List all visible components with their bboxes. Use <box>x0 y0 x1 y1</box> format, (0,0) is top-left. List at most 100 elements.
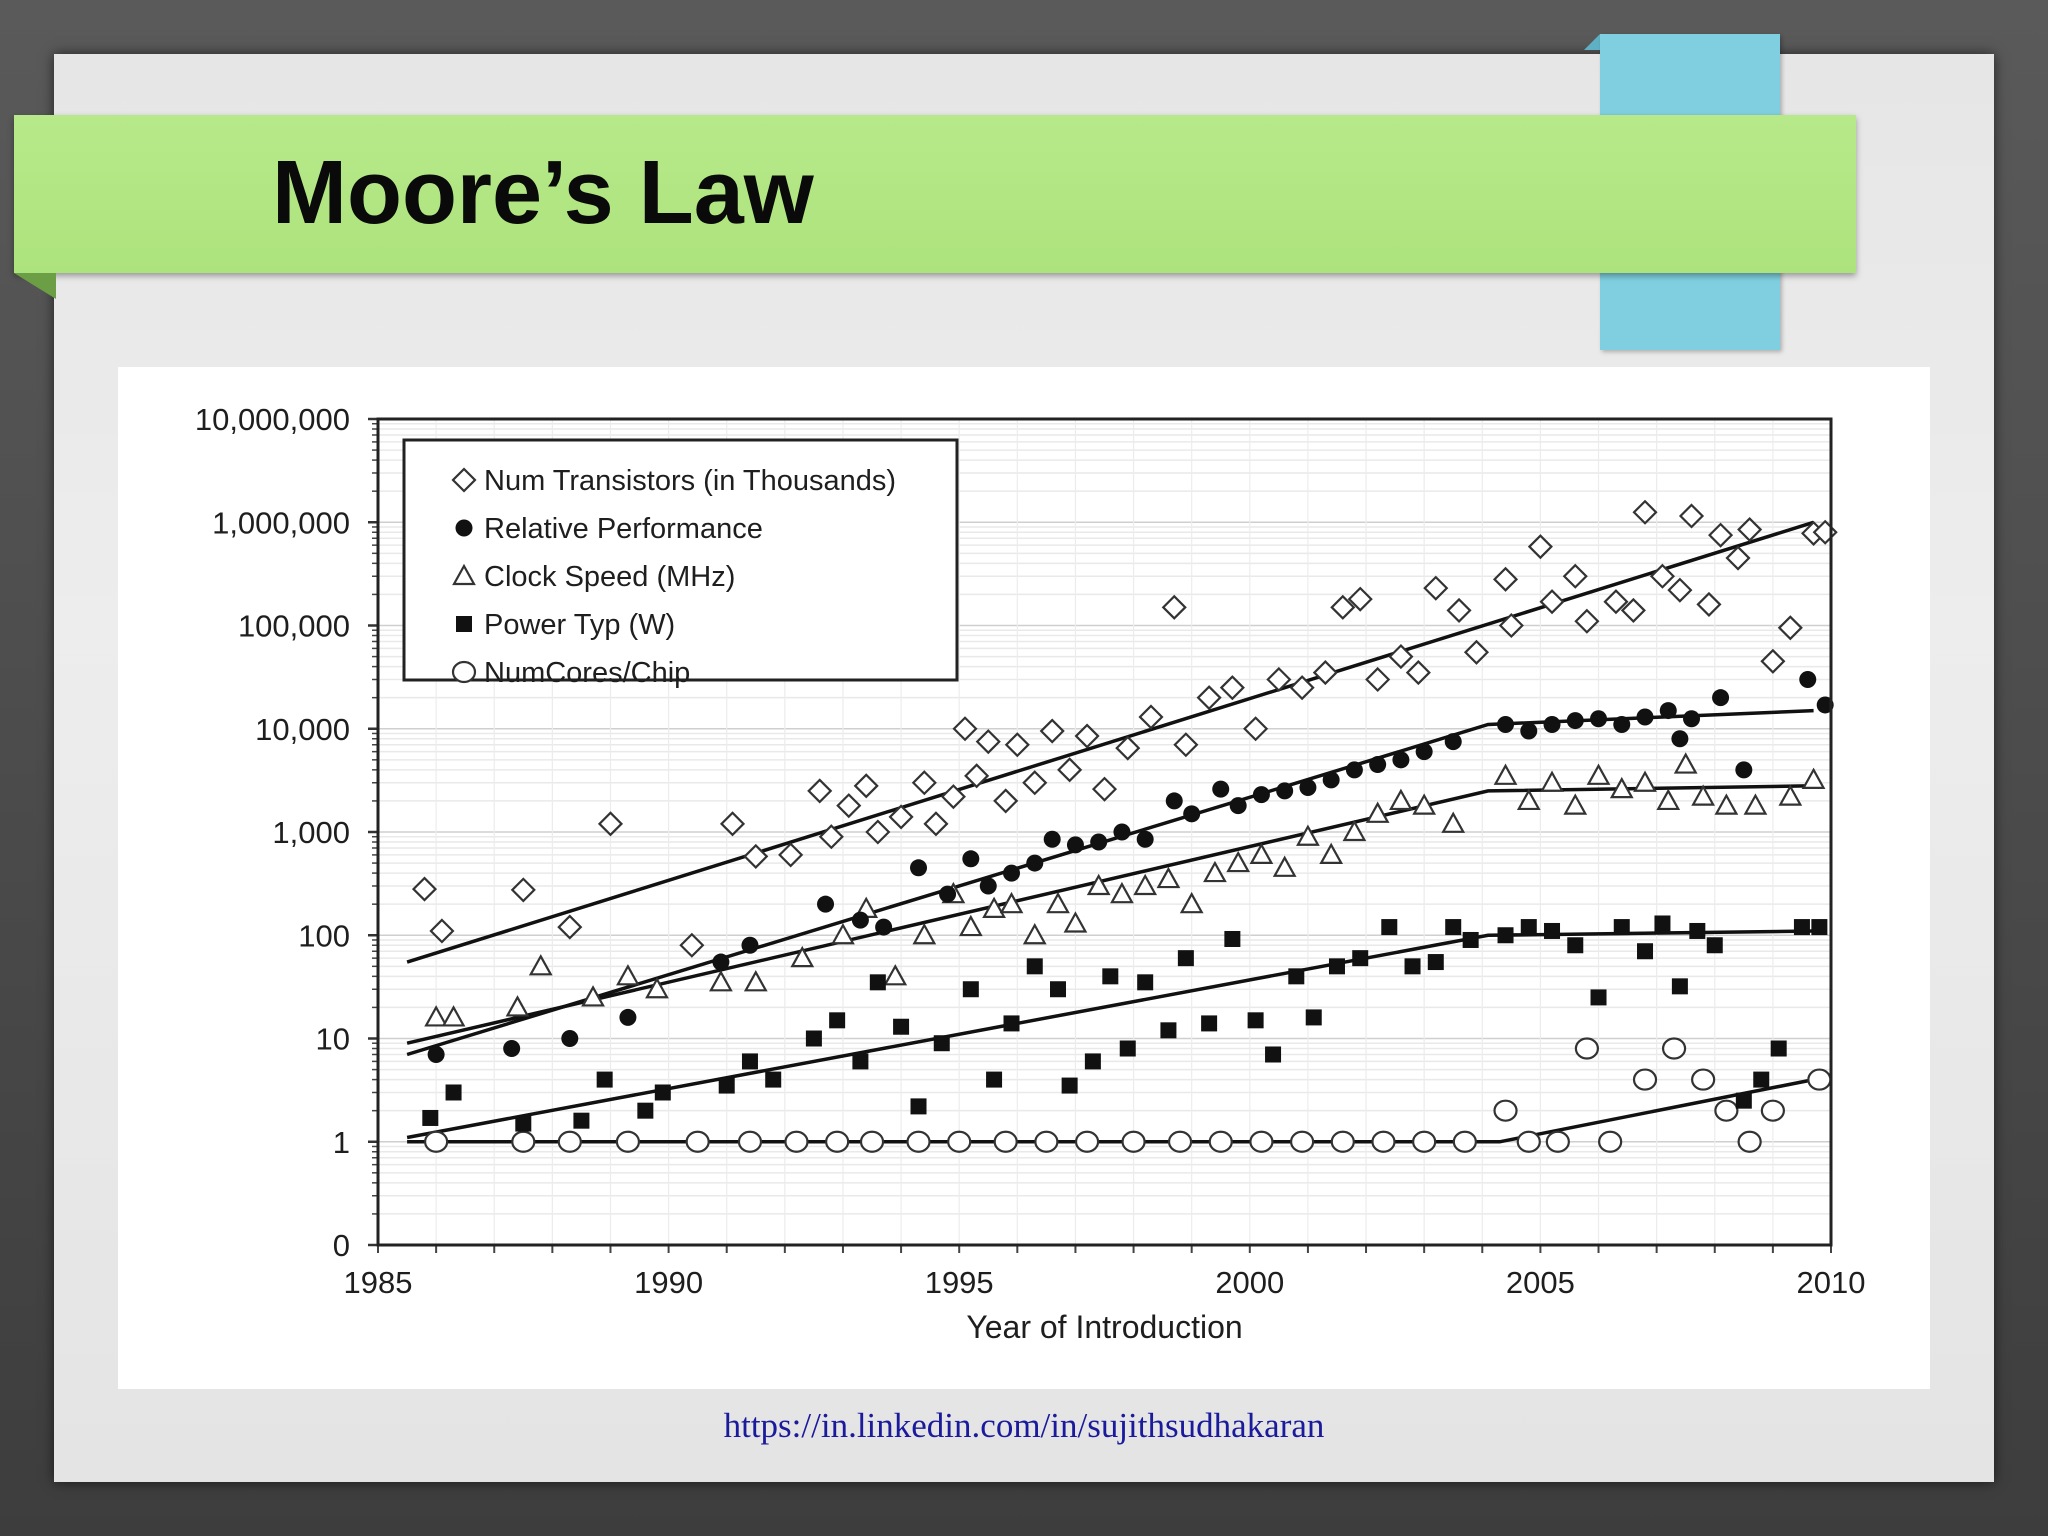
data-point <box>790 945 815 968</box>
data-point <box>1196 685 1222 711</box>
x-tick-label: 1985 <box>344 1265 413 1300</box>
data-point <box>1063 911 1088 933</box>
data-point <box>836 793 862 819</box>
data-point <box>1121 1130 1146 1153</box>
data-point <box>975 729 1001 755</box>
data-point <box>1540 770 1564 792</box>
data-point <box>1039 718 1065 744</box>
data-point <box>411 876 438 902</box>
data-point <box>999 891 1024 914</box>
footer-link[interactable]: https://in.linkedin.com/in/sujithsudhaka… <box>723 1406 1325 1445</box>
data-point <box>1226 850 1251 873</box>
data-point <box>1613 919 1630 936</box>
data-point <box>1330 594 1356 620</box>
data-point <box>893 1018 910 1035</box>
data-point <box>865 819 891 845</box>
data-point <box>1074 1130 1100 1153</box>
legend-marker <box>456 616 472 632</box>
data-point <box>424 1130 449 1153</box>
data-point <box>1737 1130 1762 1153</box>
data-point <box>1799 670 1817 688</box>
data-point <box>1673 752 1698 774</box>
data-point <box>1208 1130 1233 1153</box>
data-point <box>1136 830 1154 848</box>
data-point <box>962 981 979 998</box>
data-point <box>1760 1099 1785 1122</box>
data-point <box>875 918 893 936</box>
data-point <box>910 859 928 877</box>
data-point <box>1423 575 1449 601</box>
x-tick-label: 2010 <box>1797 1265 1866 1300</box>
legend-label: NumCores/Chip <box>484 657 690 689</box>
trend-line <box>406 708 1814 1057</box>
data-point <box>1778 784 1803 806</box>
data-point <box>1004 732 1030 758</box>
data-point <box>1115 735 1141 761</box>
data-point <box>709 970 733 992</box>
data-point <box>1807 1068 1832 1091</box>
y-tick-label: 0 <box>333 1228 350 1263</box>
moores-law-chart: 0 1 10 100 1,000 10,000 100,000 1,000,000 10,000… <box>195 402 1866 1345</box>
data-point <box>1793 919 1810 936</box>
x-axis-title: Year of Introduction <box>966 1309 1242 1345</box>
data-point <box>1520 919 1537 936</box>
data-point <box>910 1098 927 1115</box>
data-point <box>1725 545 1751 571</box>
data-point <box>596 1071 613 1088</box>
data-point <box>1427 954 1444 971</box>
x-tick-label: 2000 <box>1215 1265 1284 1300</box>
data-point <box>1412 1130 1437 1153</box>
x-tick-label: 1995 <box>925 1265 994 1300</box>
data-point <box>1777 615 1803 641</box>
legend-marker <box>451 660 477 684</box>
x-tick-label: 1990 <box>634 1265 703 1300</box>
data-point <box>964 763 990 789</box>
trend-line <box>406 520 1815 964</box>
data-point <box>982 896 1006 918</box>
data-point <box>1371 1130 1396 1153</box>
data-point <box>1566 712 1584 730</box>
data-point <box>831 922 855 945</box>
data-point <box>737 1130 763 1153</box>
data-point <box>1452 1130 1477 1153</box>
data-point <box>1345 761 1363 779</box>
data-point <box>1243 716 1269 742</box>
data-point <box>1620 597 1646 623</box>
data-point <box>557 1130 582 1153</box>
data-point <box>958 914 983 937</box>
data-point <box>1084 1053 1101 1070</box>
data-point <box>1352 950 1369 967</box>
data-point <box>1661 1037 1687 1060</box>
data-point <box>511 1130 536 1153</box>
data-point <box>685 1130 710 1153</box>
data-point <box>1737 516 1763 543</box>
data-point <box>1415 743 1433 761</box>
data-point <box>515 1115 532 1132</box>
data-point <box>1003 864 1021 882</box>
data-point <box>441 1005 466 1027</box>
y-tick-label: 10 <box>316 1022 350 1057</box>
data-point <box>852 1053 869 1070</box>
y-tick-label: 1,000,000 <box>212 505 350 540</box>
data-point <box>1201 1015 1218 1032</box>
data-point <box>645 976 669 999</box>
data-point <box>597 811 624 837</box>
data-point <box>1137 974 1154 991</box>
data-point <box>1811 919 1828 936</box>
data-point <box>581 985 605 1007</box>
data-point <box>445 1084 462 1101</box>
data-point <box>1091 776 1118 802</box>
data-point <box>1562 563 1588 589</box>
y-tick-label: 100 <box>298 918 350 953</box>
data-point <box>1543 715 1561 733</box>
data-point <box>1299 778 1317 796</box>
data-point <box>1319 842 1344 865</box>
data-point <box>1656 788 1681 811</box>
data-point <box>719 811 746 837</box>
data-point <box>829 1012 846 1029</box>
data-point <box>1689 922 1706 939</box>
plot-frame <box>376 417 1833 1247</box>
data-point <box>557 914 583 940</box>
data-point <box>1590 710 1608 728</box>
data-point <box>1636 708 1654 726</box>
